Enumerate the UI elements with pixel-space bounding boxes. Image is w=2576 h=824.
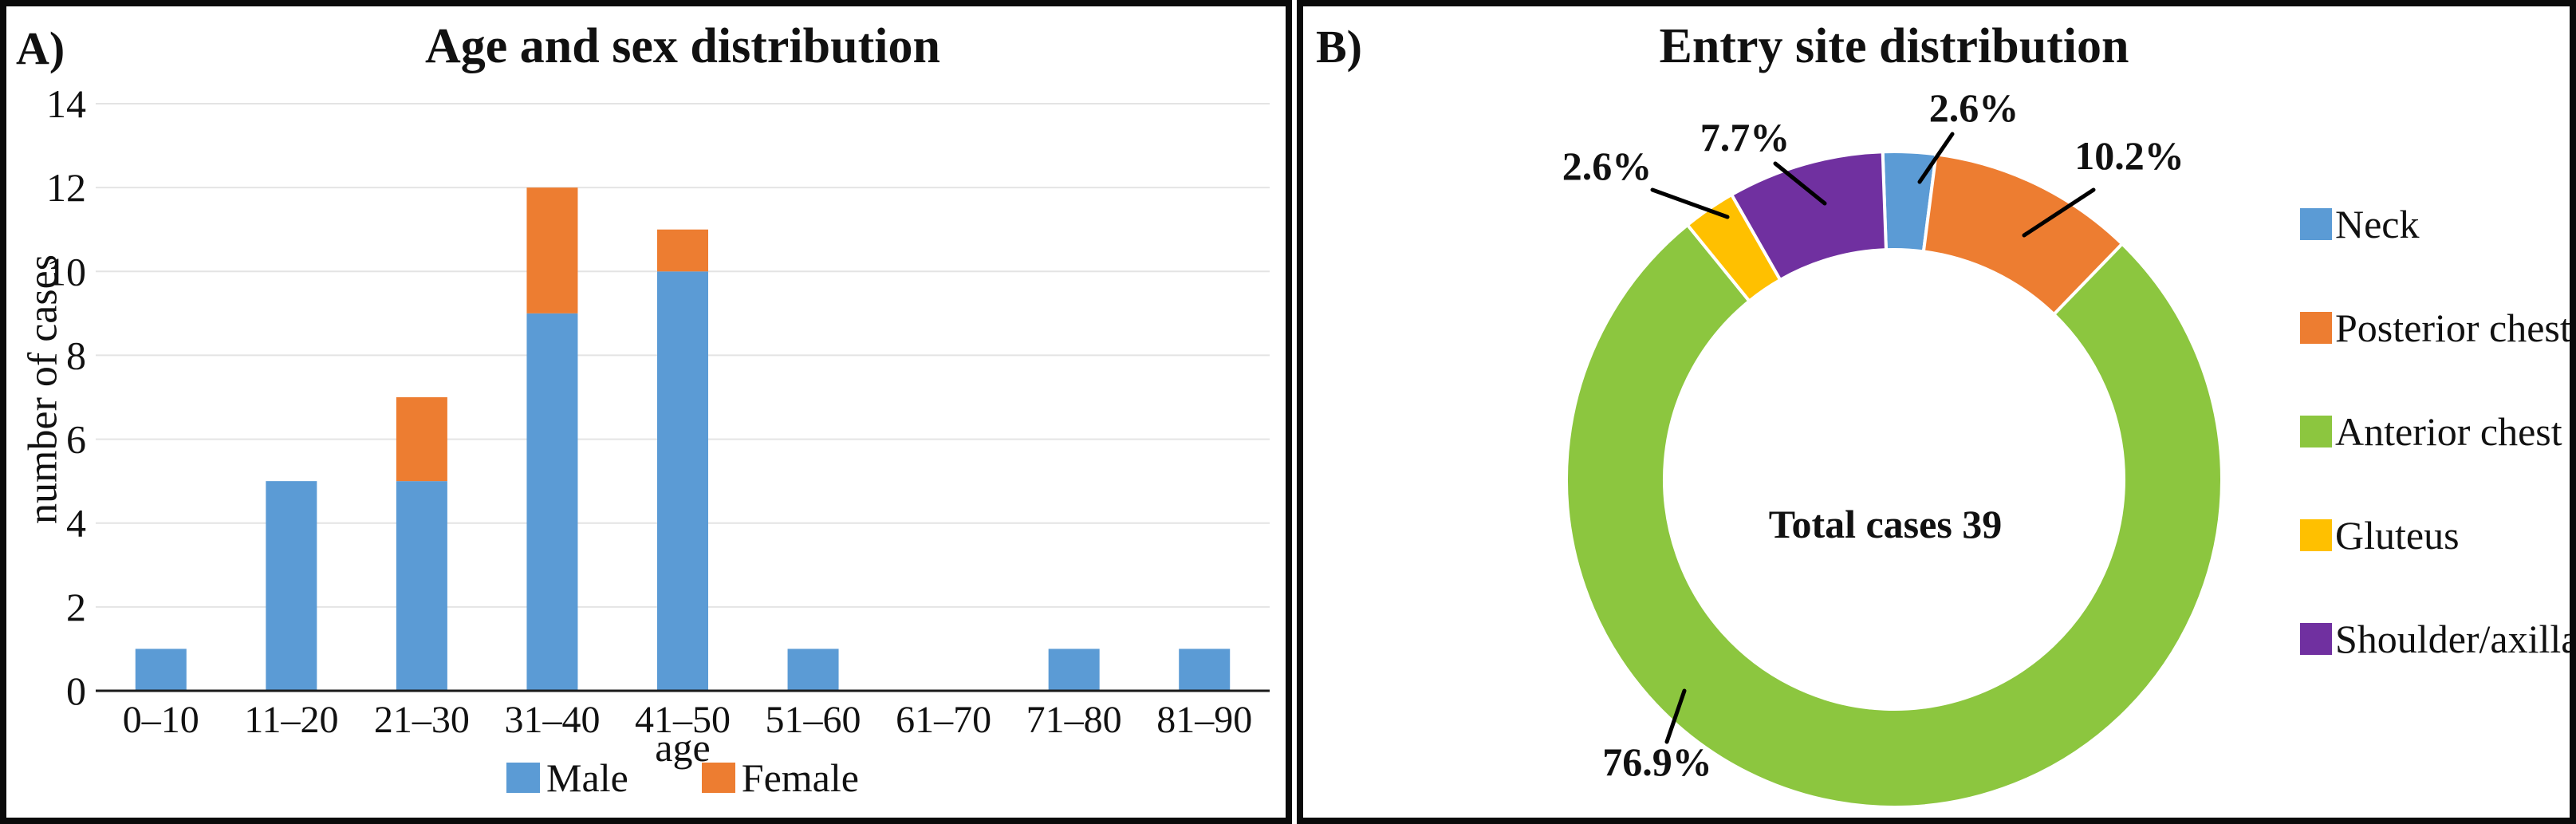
pct-label-posterior-chest: 10.2% [2074, 133, 2184, 178]
x-tick-label: 21–30 [374, 699, 470, 741]
callout-line-shoulder-axilla [1773, 161, 1827, 206]
panel-entry-site: B) Entry site distribution 2.6% 10.2% 76.9… [1297, 0, 2576, 824]
legend-item-shoulder-axilla: Shoulder/axilla [2300, 617, 2576, 661]
panel-b-title: Entry site distribution [1659, 19, 2129, 73]
x-tick-label: 51–60 [766, 699, 861, 741]
legend-item-female: Female [701, 755, 859, 800]
legend-swatch-neck [2300, 208, 2332, 240]
legend-label: Anterior chest [2335, 409, 2562, 454]
y-tick-label: 14 [46, 81, 86, 126]
y-tick-label: 10 [46, 249, 86, 294]
callout-line-gluteus [1650, 187, 1730, 219]
x-axis-title: age [655, 725, 711, 770]
legend-item-anterior-chest: Anterior chest [2300, 409, 2570, 454]
bar-legend: Male Female [96, 758, 1270, 798]
panel-a-title: Age and sex distribution [425, 19, 940, 73]
y-tick-label: 6 [66, 417, 86, 462]
slice-shoulder-axilla [1730, 150, 1888, 282]
legend-item-posterior-chest: Posterior chest [2300, 306, 2571, 350]
legend-label: Neck [2335, 202, 2420, 246]
callout-line-anterior-chest [1664, 688, 1687, 744]
y-tick-label: 12 [46, 165, 86, 210]
pct-label-neck: 2.6% [1929, 85, 2019, 130]
bar-male-51-60 [787, 649, 839, 691]
bar-male-11-20 [266, 481, 317, 691]
bar-male-31-40 [526, 313, 578, 691]
y-tick-label: 0 [66, 668, 86, 713]
bar-male-41-50 [657, 271, 708, 691]
bar-female-41-50 [657, 229, 708, 272]
bar-female-31-40 [526, 187, 578, 313]
legend-swatch-gluteus [2300, 519, 2332, 551]
panel-a-label: A) [16, 22, 65, 74]
panel-b-label: B) [1316, 21, 1362, 73]
legend-item-neck: Neck [2300, 202, 2570, 246]
legend-label: Female [741, 755, 859, 800]
panel-age-sex: A) Age and sex distribution number of ca… [0, 0, 1292, 824]
bar-female-21-30 [396, 397, 447, 482]
legend-swatch-anterior-chest [2300, 416, 2332, 447]
legend-label: Gluteus [2335, 513, 2460, 558]
donut-legend: Neck Posterior chest Anterior chest Gluteus… [2300, 202, 2576, 661]
x-tick-label: 11–20 [244, 699, 338, 741]
bar-chart: 0 2 4 6 8 10 12 14 0–10 11–20 21–30 31–40 41–50 51–60… [46, 81, 1270, 741]
bar-male-81-90 [1179, 649, 1231, 691]
x-tick-label: 81–90 [1156, 699, 1252, 741]
bar-male-71-80 [1048, 649, 1100, 691]
pct-label-shoulder-axilla: 7.7% [1700, 115, 1790, 160]
x-tick-label: 0–10 [123, 699, 199, 741]
legend-item-gluteus: Gluteus [2300, 513, 2570, 558]
callout-line-neck [1917, 132, 1955, 184]
legend-label: Shoulder/axilla [2335, 617, 2576, 661]
y-tick-label: 2 [66, 585, 86, 629]
pct-label-anterior-chest: 76.9% [1602, 739, 1712, 784]
bar-male-21-30 [396, 481, 447, 691]
y-tick-label: 4 [66, 501, 86, 546]
x-tick-label: 71–80 [1026, 699, 1122, 741]
legend-swatch-shoulder-axilla [2300, 623, 2332, 655]
legend-label: Male [546, 755, 628, 800]
slice-anterior-chest [1565, 223, 2223, 809]
donut-center-text: Total cases 39 [1768, 502, 2003, 546]
x-tick-label: 31–40 [504, 699, 600, 741]
bar-male-0-10 [135, 649, 187, 691]
legend-swatch-male [506, 763, 541, 793]
donut-chart: 2.6% 10.2% 76.9% 2.6% 7.7% [1562, 85, 2223, 809]
callout-line-posterior-chest [2022, 187, 2096, 238]
legend-label: Posterior chest [2335, 306, 2571, 350]
x-tick-label: 41–50 [635, 699, 731, 741]
legend-item-male: Male [506, 758, 628, 798]
x-tick-label: 61–70 [896, 699, 991, 741]
y-tick-label: 8 [66, 333, 86, 377]
legend-swatch-posterior-chest [2300, 312, 2332, 344]
legend-swatch-female [701, 763, 735, 793]
pct-label-gluteus: 2.6% [1562, 144, 1652, 188]
